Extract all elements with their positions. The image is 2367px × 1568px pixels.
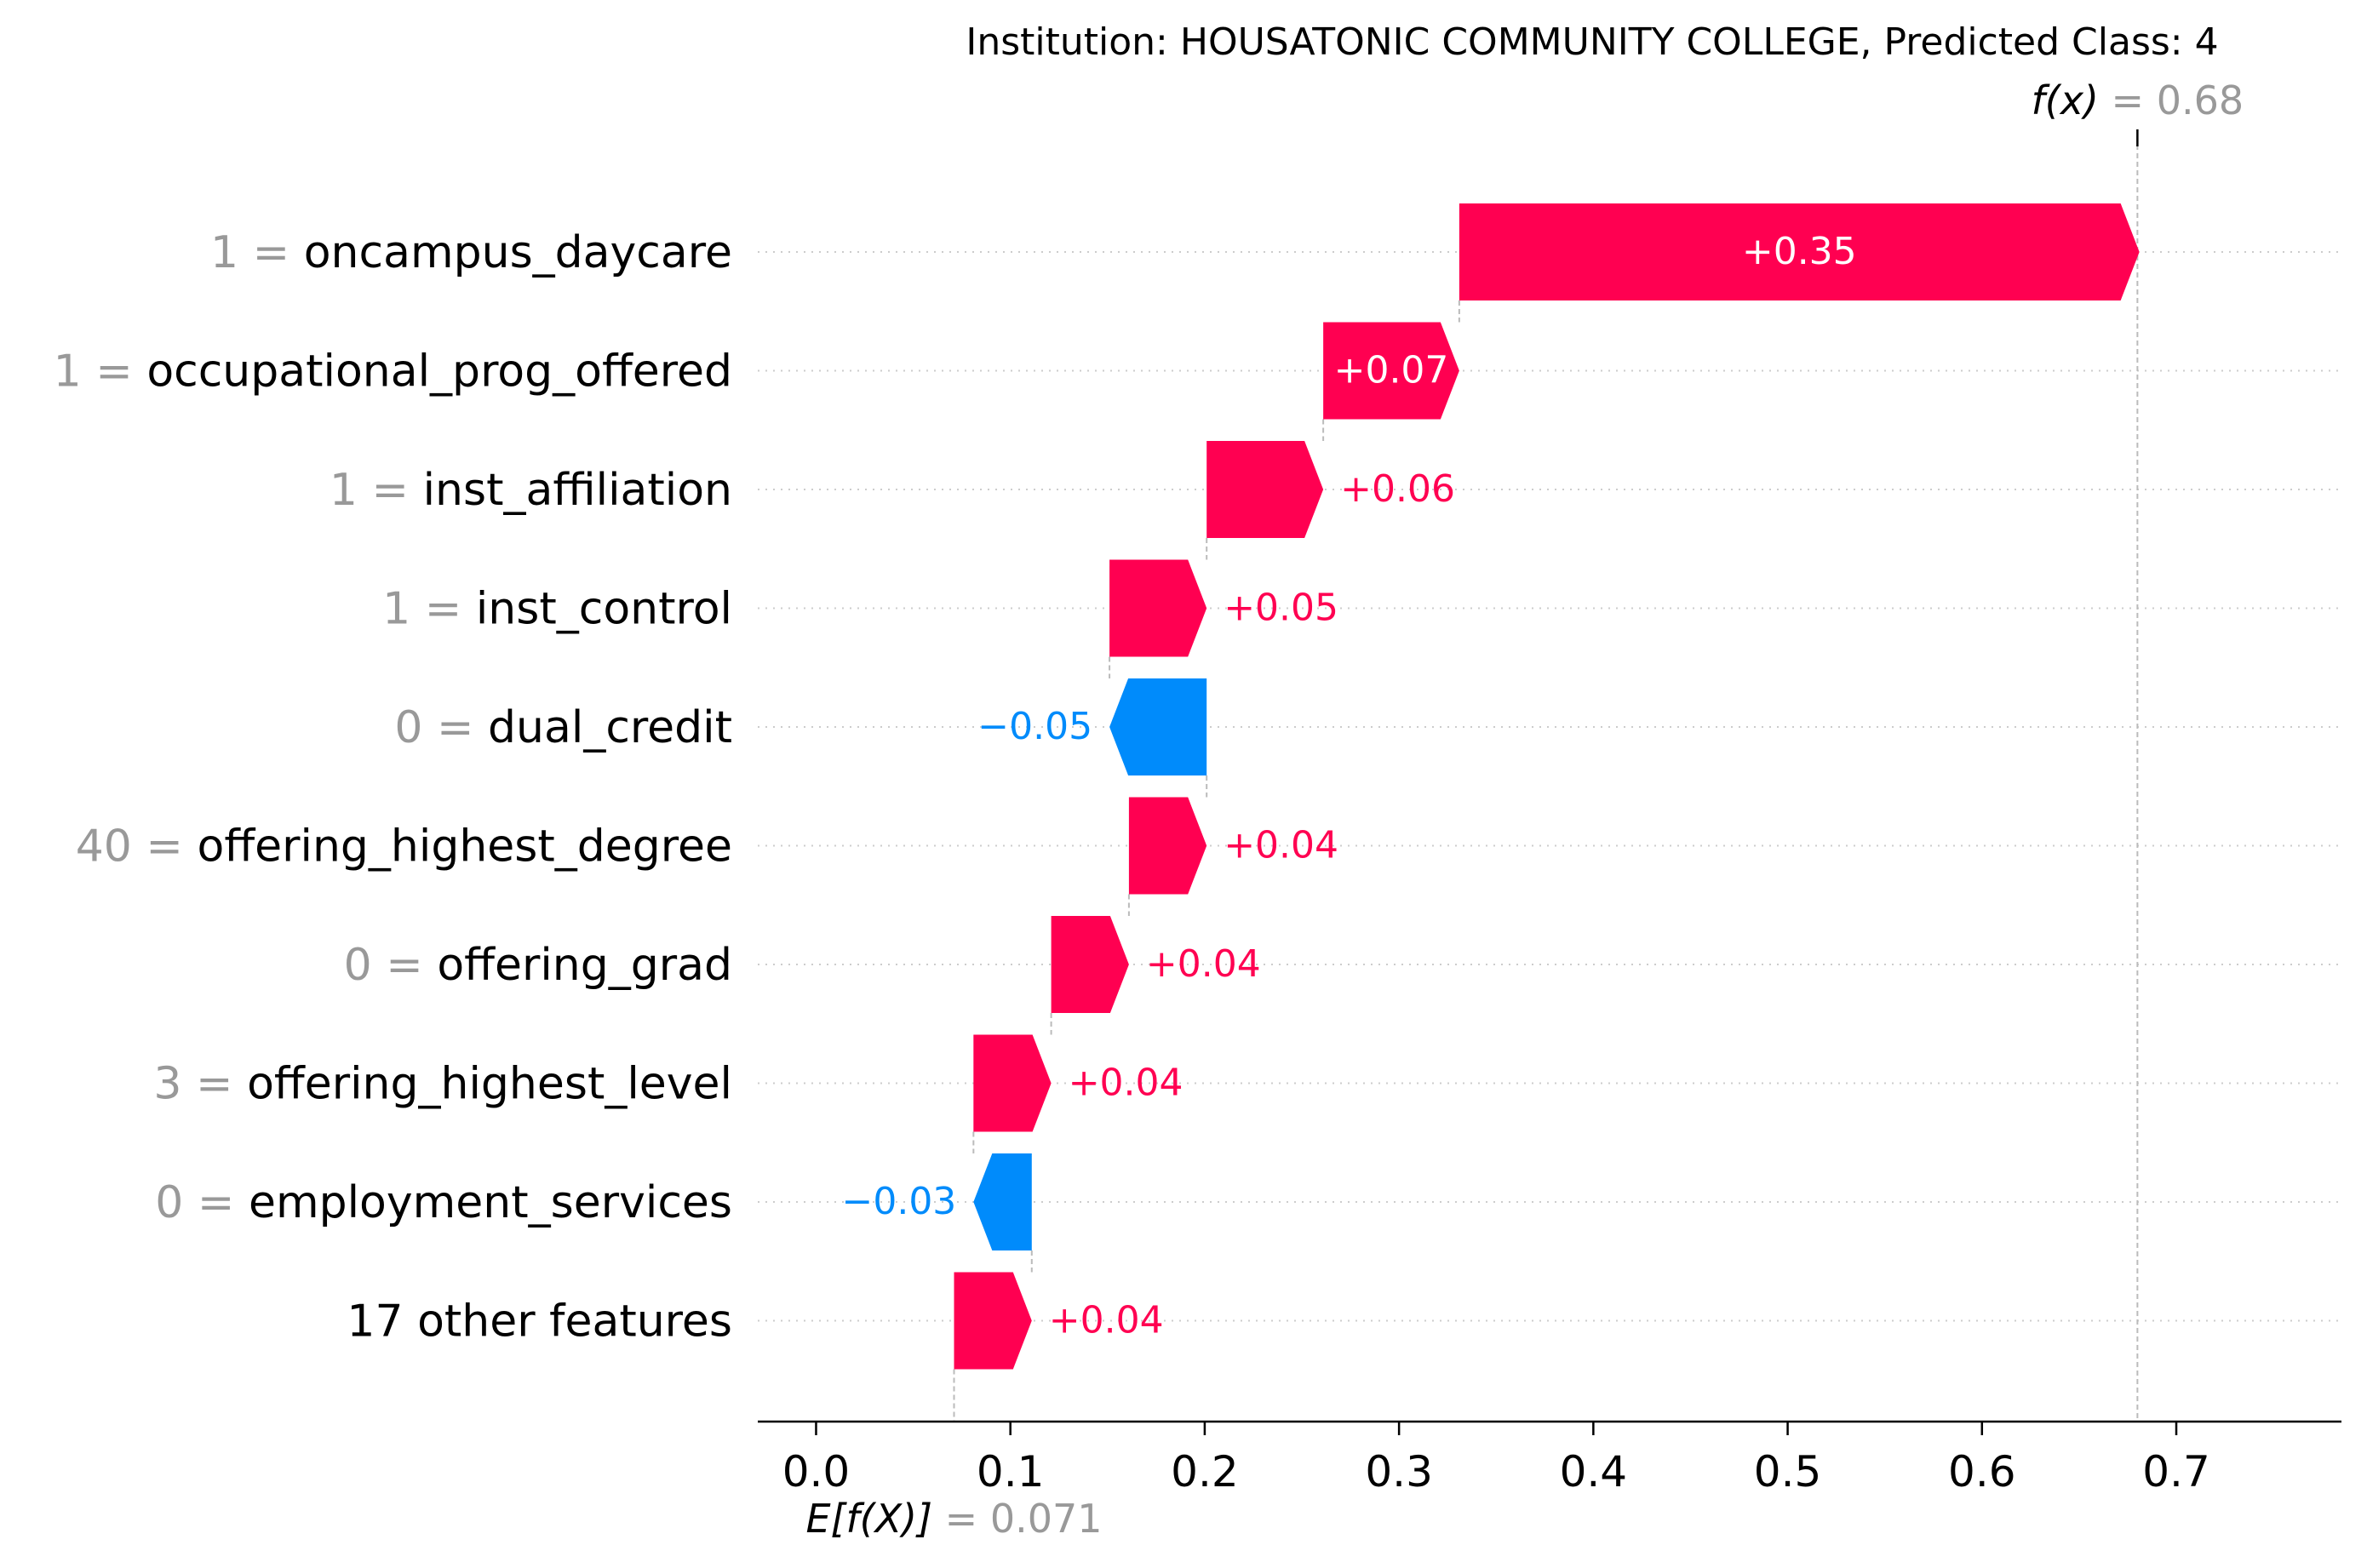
waterfall-bar-inst-control xyxy=(1109,559,1207,657)
x-tick-label: 0.0 xyxy=(782,1447,851,1496)
feature-name: inst_affiliation xyxy=(423,465,732,516)
waterfall-bar-17-other-features xyxy=(954,1272,1032,1370)
x-tick-label: 0.6 xyxy=(1948,1447,2016,1496)
waterfall-bar-offering-highest-degree xyxy=(1128,797,1207,895)
feature-value: 1 = xyxy=(382,584,476,635)
x-tick-label: 0.2 xyxy=(1171,1447,1239,1496)
label-layer: +0.35 1 = oncampus_daycare +0.07 1 = occupa… xyxy=(54,227,1857,1348)
bar-value-label: +0.06 xyxy=(1340,467,1455,511)
feature-label: 0 = dual_credit xyxy=(394,702,732,753)
x-tick-label: 0.4 xyxy=(1560,1447,1628,1496)
bar-layer xyxy=(954,203,2140,1370)
feature-label: 40 = offering_highest_degree xyxy=(76,821,732,873)
bar-value-label: +0.04 xyxy=(1049,1299,1164,1342)
base-value-symbol: E[f(X)] xyxy=(805,1496,932,1542)
waterfall-bar-oncampus-daycare xyxy=(1459,203,2140,300)
feature-value: 0 = xyxy=(344,940,438,991)
bar-value-label: +0.35 xyxy=(1742,230,1857,273)
feature-label: 1 = occupational_prog_offered xyxy=(54,346,732,398)
feature-label: 0 = employment_services xyxy=(155,1177,732,1228)
feature-value: 3 = xyxy=(153,1059,247,1110)
feature-name: inst_control xyxy=(476,584,732,635)
x-tick-label: 0.3 xyxy=(1365,1447,1433,1496)
bar-value-label: +0.04 xyxy=(1146,942,1261,986)
feature-label: 1 = inst_affiliation xyxy=(330,465,732,516)
output-value-number: = 0.68 xyxy=(2099,77,2244,123)
feature-name: occupational_prog_offered xyxy=(146,346,732,398)
bar-value-label: +0.04 xyxy=(1224,824,1338,867)
feature-name: dual_credit xyxy=(488,702,732,753)
x-tick-label: 0.7 xyxy=(2142,1447,2210,1496)
feature-name: oncampus_daycare xyxy=(304,227,732,278)
bar-value-label: +0.04 xyxy=(1069,1062,1184,1105)
feature-label: 0 = offering_grad xyxy=(344,940,732,991)
feature-label: 1 = oncampus_daycare xyxy=(210,227,732,278)
base-value-annotation: E[f(X)] = 0.071 xyxy=(805,1496,1102,1542)
waterfall-bar-inst-affiliation xyxy=(1206,441,1324,538)
output-value-symbol: f(x) xyxy=(2032,77,2099,123)
feature-value: 0 = xyxy=(394,702,488,753)
feature-name: offering_highest_degree xyxy=(198,821,733,873)
feature-value: 1 = xyxy=(54,346,147,398)
feature-value: 1 = xyxy=(330,465,423,516)
feature-name: offering_highest_level xyxy=(247,1059,732,1110)
feature-name: employment_services xyxy=(249,1177,732,1228)
bar-value-label: −0.05 xyxy=(977,705,1092,748)
bar-value-label: +0.07 xyxy=(1334,349,1449,392)
base-value-number: = 0.071 xyxy=(932,1496,1102,1542)
waterfall-bar-dual-credit xyxy=(1109,678,1207,775)
guide-line-layer xyxy=(953,129,2139,1422)
x-tick-label: 0.1 xyxy=(977,1447,1045,1496)
waterfall-bar-occupational-prog-offered xyxy=(1323,322,1459,420)
output-value-annotation: f(x) = 0.68 xyxy=(2032,77,2244,123)
feature-label: 1 = inst_control xyxy=(382,584,732,635)
feature-name: offering_grad xyxy=(437,940,732,991)
feature-value: 0 = xyxy=(155,1177,249,1228)
feature-label: 17 other features xyxy=(347,1296,732,1348)
feature-name: 17 other features xyxy=(347,1296,732,1348)
x-axis: 0.0 0.1 0.2 0.3 0.4 0.5 0.6 0.7 E[f(X)] = 0.071 f… xyxy=(758,77,2341,1542)
x-tick-label: 0.5 xyxy=(1754,1447,1822,1496)
feature-value: 40 = xyxy=(76,821,198,873)
feature-value: 1 = xyxy=(210,227,304,278)
chart-title: Institution: HOUSATONIC COMMUNITY COLLEG… xyxy=(966,20,2218,64)
bar-value-label: +0.05 xyxy=(1224,587,1338,630)
waterfall-bar-offering-grad xyxy=(1051,916,1129,1013)
bar-value-label: −0.03 xyxy=(841,1180,956,1223)
feature-label: 3 = offering_highest_level xyxy=(153,1059,732,1110)
waterfall-bar-employment-services xyxy=(973,1153,1032,1250)
waterfall-bar-offering-highest-level xyxy=(973,1034,1052,1132)
